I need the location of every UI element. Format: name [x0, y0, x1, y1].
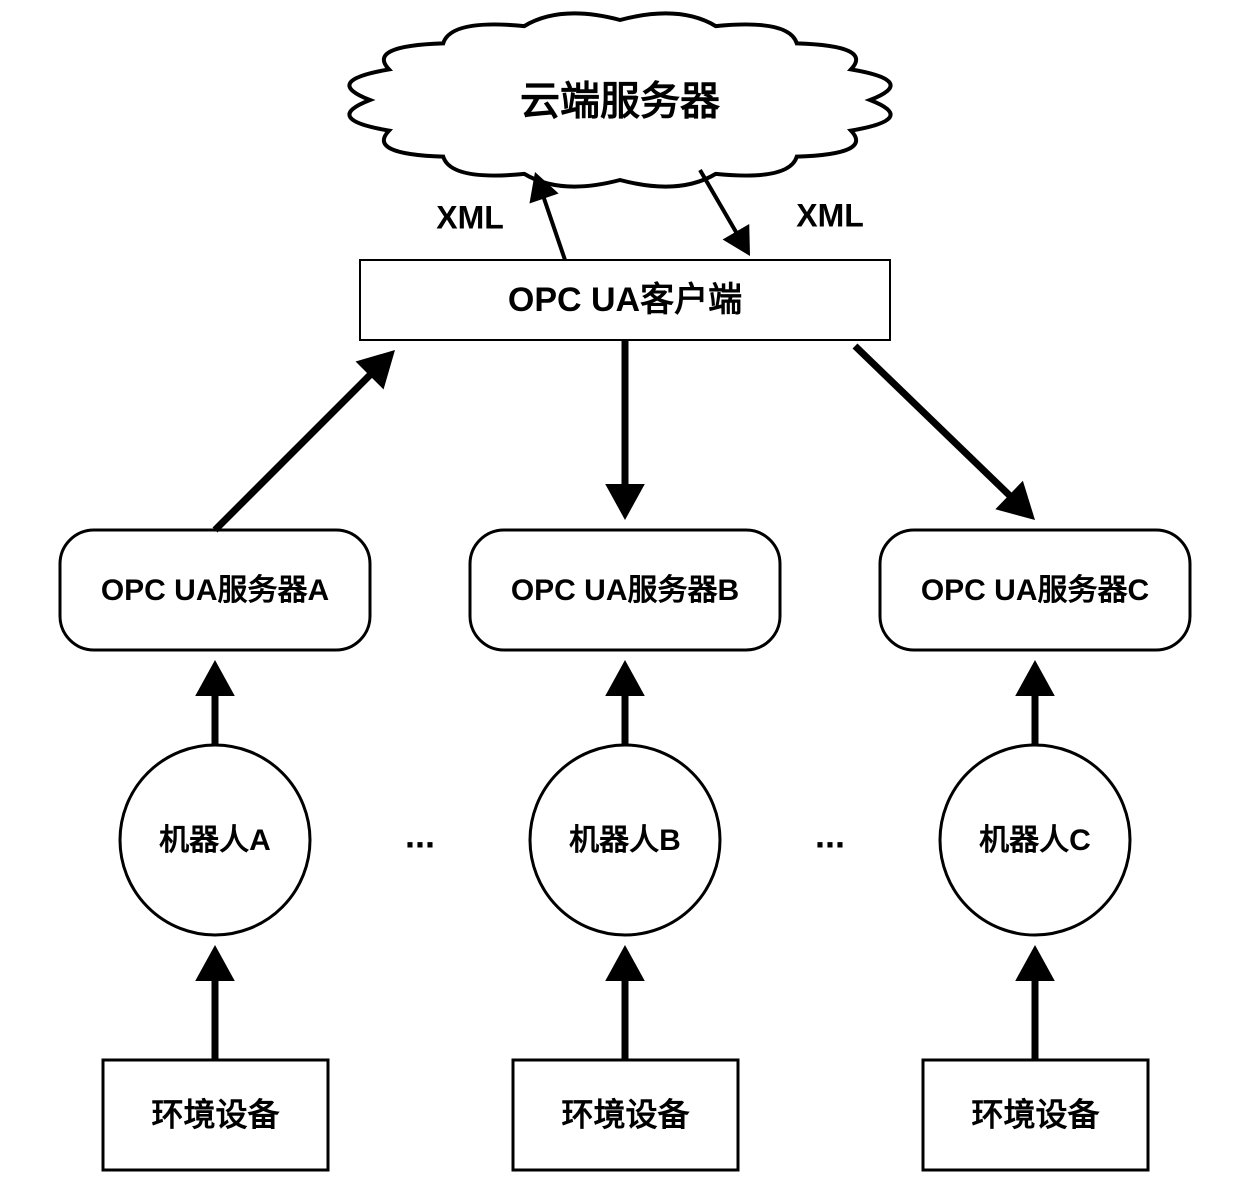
robotA-to-serverA-arrowhead-icon — [195, 660, 235, 696]
architecture-diagram: 云端服务器 OPC UA客户端 OPC UA服务器A OPC UA服务器B OP… — [0, 0, 1240, 1202]
robot-a-label: 机器人A — [159, 824, 271, 857]
robot-c-label: 机器人C — [979, 824, 1091, 857]
xml-left-label: XML — [436, 199, 504, 235]
envC-to-robotC-arrowhead-icon — [1015, 945, 1055, 981]
client-to-cloud-line — [543, 196, 565, 260]
robot-b-label: 机器人B — [569, 824, 681, 857]
envB-to-robotB-arrowhead-icon — [605, 945, 645, 981]
envA-to-robotA-arrowhead-icon — [195, 945, 235, 981]
client-label: OPC UA客户端 — [508, 280, 742, 319]
server-c-label: OPC UA服务器C — [921, 574, 1149, 607]
xml-right-label: XML — [796, 197, 864, 233]
robot-a-node: 机器人A — [120, 745, 310, 935]
robotB-to-serverB-arrowhead-icon — [605, 660, 645, 696]
serverA-to-client-line — [215, 373, 372, 530]
robot-b-node: 机器人B — [530, 745, 720, 935]
server-b-node: OPC UA服务器B — [470, 530, 780, 650]
env-a-label: 环境设备 — [151, 1096, 280, 1132]
env-c-label: 环境设备 — [971, 1096, 1100, 1132]
env-a-node: 环境设备 — [103, 1060, 328, 1170]
server-a-label: OPC UA服务器A — [101, 574, 329, 607]
client-to-serverC-line — [855, 346, 1012, 497]
env-c-node: 环境设备 — [923, 1060, 1148, 1170]
server-c-node: OPC UA服务器C — [880, 530, 1190, 650]
cloud-label: 云端服务器 — [520, 80, 721, 124]
ellipsis-2: ... — [405, 815, 435, 856]
env-b-node: 环境设备 — [513, 1060, 738, 1170]
client-node: OPC UA客户端 — [360, 260, 890, 340]
env-b-label: 环境设备 — [561, 1096, 690, 1132]
robot-c-node: 机器人C — [940, 745, 1130, 935]
ellipsis-1: ... — [815, 815, 845, 856]
server-b-label: OPC UA服务器B — [511, 574, 739, 607]
server-a-node: OPC UA服务器A — [60, 530, 370, 650]
client-to-serverB-arrowhead-icon — [605, 484, 645, 520]
cloud-to-client-line — [700, 170, 737, 234]
cloud-node: 云端服务器 — [349, 13, 890, 186]
robotC-to-serverC-arrowhead-icon — [1015, 660, 1055, 696]
